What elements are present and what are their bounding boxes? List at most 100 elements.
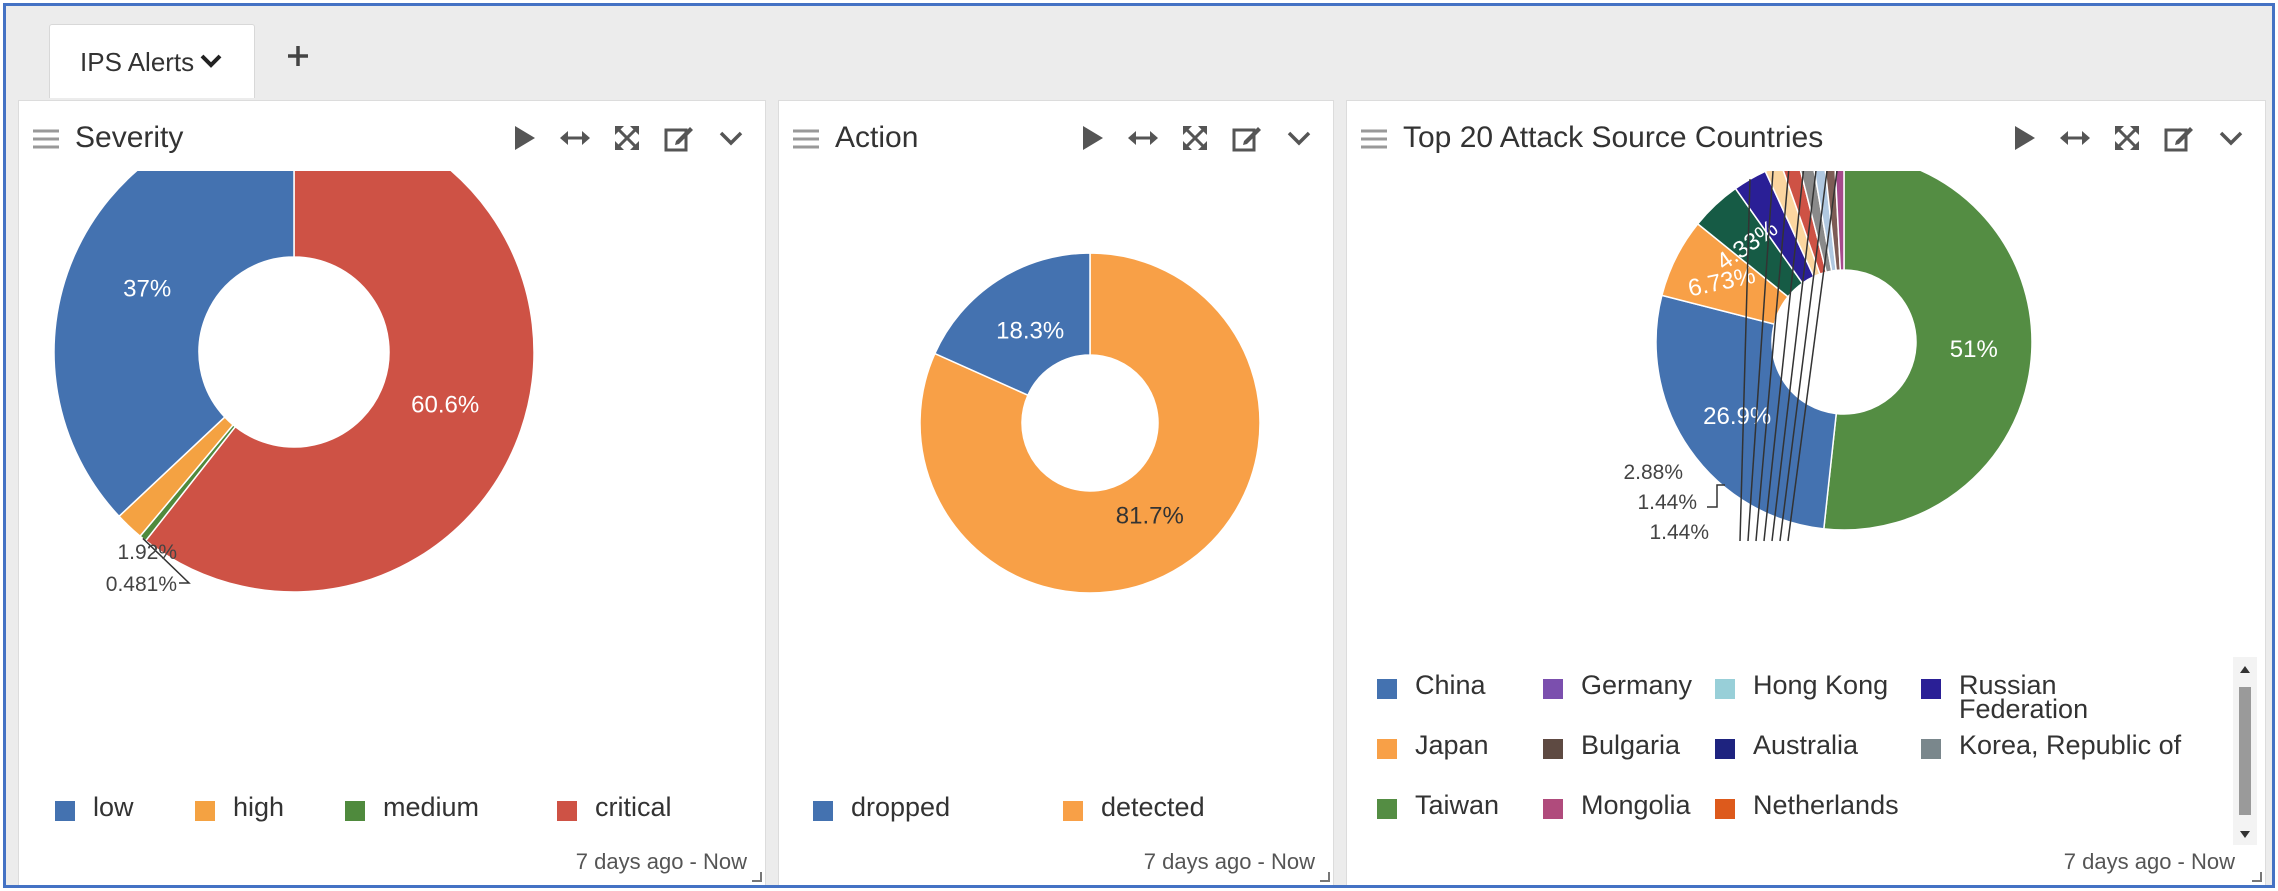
legend-swatch [1715,739,1735,759]
legend-item-critical[interactable]: critical [557,792,672,822]
legend-swatch [1543,799,1563,819]
play-icon[interactable] [507,123,539,153]
slice-label-dropped: 18.3% [996,318,1064,345]
legend-item-taiwan[interactable]: Taiwan [1377,792,1499,819]
legend-swatch [1715,799,1735,819]
legend-scrollbar[interactable] [2233,657,2257,845]
fullscreen-icon[interactable] [2111,123,2143,153]
legend-swatch [1377,799,1397,819]
legend-swatch [557,801,577,821]
legend-label: detected [1101,792,1205,822]
legend-item-detected[interactable]: detected [1063,792,1205,822]
time-range-label: 7 days ago - Now [2063,849,2235,874]
slice-germany[interactable] [1834,171,1845,271]
legend-label: China [1415,670,1486,700]
leader-line [1779,171,1828,542]
legend-label: Germany [1581,670,1693,700]
legend-item-china[interactable]: China [1377,670,1486,700]
resize-handle-icon[interactable] [2252,872,2262,882]
scroll-down-icon[interactable] [2240,831,2250,839]
slice-label-detected: 81.7% [1116,502,1184,529]
slice-label-medium: 0.481% [106,573,177,596]
play-icon[interactable] [2007,123,2039,153]
legend-item-medium[interactable]: medium [345,794,479,821]
edit-icon[interactable] [1231,123,1263,153]
slice-label-high: 1.92% [117,541,177,564]
add-tab-icon[interactable] [286,44,310,68]
legend-label: critical [595,792,672,822]
legend-label: Bulgaria [1581,730,1681,760]
legend-item-low[interactable]: low [55,792,134,822]
menu-handle-icon[interactable] [33,129,59,149]
legend-item-japan[interactable]: Japan [1377,730,1489,760]
chevron-down-icon[interactable] [200,53,222,69]
scrollbar-thumb[interactable] [2239,687,2251,815]
legend-item-germany[interactable]: Germany [1543,670,1693,700]
edit-icon[interactable] [2163,123,2195,153]
legend-item-russian-federation[interactable]: Russian Federation [1921,670,2099,724]
edit-icon[interactable] [663,123,695,153]
slice-label-taiwan: 51% [1950,336,1998,363]
chevron-down-icon[interactable] [1283,123,1315,153]
legend-item-korea-republic-of[interactable]: Korea, Republic of [1921,730,2182,760]
fullscreen-icon[interactable] [1179,123,1211,153]
time-range-label: 7 days ago - Now [575,849,747,874]
legend-item-bulgaria[interactable]: Bulgaria [1543,730,1681,760]
slice-china[interactable] [1655,294,1838,530]
slice-taiwan[interactable] [1822,171,2033,531]
severity-panel: Severity 60.6% 37% 1.92% 0.481% low high medi… [18,100,766,885]
menu-handle-icon[interactable] [1361,129,1387,149]
legend-swatch [1377,739,1397,759]
legend-swatch [1715,679,1735,699]
resize-handle-icon[interactable] [752,872,762,882]
tab-ips-alerts[interactable]: IPS Alerts [49,24,255,98]
slice-label-critical: 60.6% [411,391,479,418]
legend-label: Australia [1753,730,1859,760]
chevron-down-icon[interactable] [715,123,747,153]
legend-item-dropped[interactable]: dropped [813,792,951,822]
leader-line [1747,171,1774,542]
panel-header: Action [779,101,1333,171]
fullscreen-icon[interactable] [611,123,643,153]
legend-swatch [55,801,75,821]
legend-label: low [93,792,134,822]
expand-horizontal-icon[interactable] [559,123,591,153]
slice-label-china: 26.9% [1703,403,1771,430]
legend-item-mongolia[interactable]: Mongolia [1543,792,1691,819]
legend-swatch [1543,679,1563,699]
slice-label-low: 37% [123,275,171,302]
legend-swatch [1921,739,1941,759]
panel-header: Top 20 Attack Source Countries [1347,101,2265,171]
legend-label: dropped [851,792,951,822]
slice-dropped[interactable] [933,252,1091,397]
legend-item-australia[interactable]: Australia [1715,730,1859,760]
leader-line [1787,171,1838,542]
legend-item-netherlands[interactable]: Netherlands [1715,790,1899,820]
countries-panel: Top 20 Attack Source Countries 51% 26.9% 6… [1346,100,2266,885]
legend-label: Korea, Republic of [1959,730,2182,760]
leader-line [1739,179,1751,542]
panel-header: Severity [19,101,765,171]
slice-low[interactable] [53,171,295,518]
slice-detected[interactable] [919,252,1261,594]
legend-label: Netherlands [1753,790,1899,820]
chevron-down-icon[interactable] [2215,123,2247,153]
expand-horizontal-icon[interactable] [1127,123,1159,153]
tab-label: IPS Alerts [80,47,195,77]
expand-horizontal-icon[interactable] [2059,123,2091,153]
legend-item-hong-kong[interactable]: Hong Kong [1715,672,1888,699]
legend-label: high [233,792,285,822]
legend-item-high[interactable]: high [195,792,285,822]
menu-handle-icon[interactable] [793,129,819,149]
time-range-label: 7 days ago - Now [1143,849,1315,874]
resize-handle-icon[interactable] [1320,872,1330,882]
legend-label: Russian Federation [1959,670,2089,724]
scroll-up-icon[interactable] [2240,665,2250,673]
leader-line [1755,171,1790,542]
legend-swatch [813,801,833,821]
slice-label-russia: 2.88% [1623,461,1683,484]
slice-critical[interactable] [144,171,535,593]
action-panel: Action 81.7% 18.3% dropped detected 7 days… [778,100,1334,885]
play-icon[interactable] [1075,123,1107,153]
legend-label: Japan [1415,730,1489,760]
